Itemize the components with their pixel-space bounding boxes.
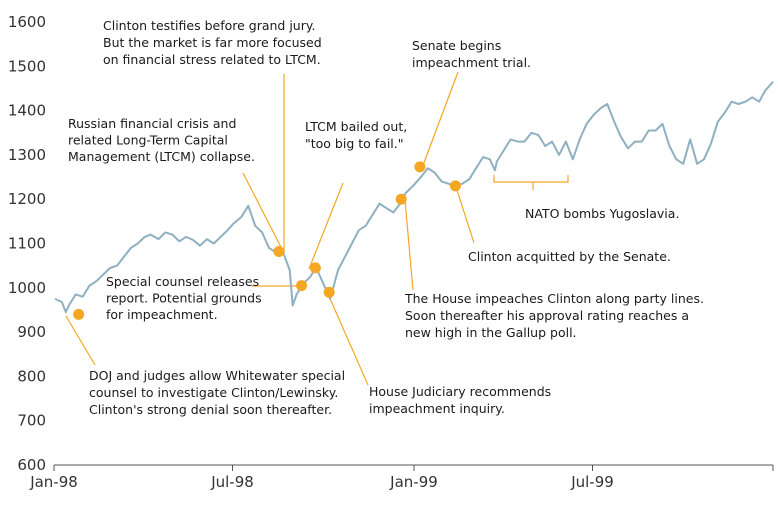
annotation-starr: Special counsel releases report. Potentia…	[106, 274, 262, 322]
y-tick-label: 1200	[8, 190, 46, 208]
event-marker	[449, 180, 461, 192]
annotation-line: report. Potential grounds	[106, 291, 262, 306]
event-marker	[323, 286, 335, 298]
y-tick-label: 1100	[8, 235, 46, 253]
leader-senate	[421, 71, 459, 169]
y-tick-label: 600	[17, 456, 46, 474]
annotation-line: impeachment trial.	[412, 55, 531, 70]
annotation-line: for impeachment.	[106, 307, 218, 322]
annotation-line: Soon thereafter his approval rating reac…	[405, 308, 689, 323]
annotation-line: Senate begins	[412, 38, 501, 53]
annotation-line: Clinton's strong denial soon thereafter.	[89, 402, 332, 417]
y-tick-label: 1300	[8, 146, 46, 164]
annotation-texts: DOJ and judges allow Whitewater special c…	[68, 18, 704, 417]
annotation-line: Clinton testifies before grand jury.	[103, 18, 315, 33]
annotation-nato: NATO bombs Yugoslavia.	[525, 206, 679, 221]
leader-doj	[65, 315, 96, 366]
y-tick-label: 700	[17, 412, 46, 430]
event-marker	[309, 262, 321, 274]
y-tick-labels: 600 700 800 900 1000 1100 1200 1300 1400 1500 1600	[8, 13, 46, 474]
annotation-line: But the market is far more focused	[103, 35, 322, 50]
x-tick-label: Jul-98	[210, 473, 254, 491]
annotation-line: Clinton acquitted by the Senate.	[468, 249, 671, 264]
x-tick-labels: Jan-98 Jul-98 Jan-99 Jul-99	[29, 465, 774, 491]
y-tick-label: 1600	[8, 13, 46, 31]
annotation-line: related Long-Term Capital	[68, 133, 228, 148]
annotation-acquit: Clinton acquitted by the Senate.	[468, 249, 671, 264]
annotation-leaders	[65, 71, 569, 386]
annotation-line: DOJ and judges allow Whitewater special	[89, 368, 345, 383]
annotation-line: impeachment inquiry.	[369, 401, 505, 416]
annotation-line: NATO bombs Yugoslavia.	[525, 206, 679, 221]
x-tick-label: Jul-99	[570, 473, 614, 491]
annotation-line: LTCM bailed out,	[305, 119, 407, 134]
annotation-line: new high in the Gallup poll.	[405, 325, 577, 340]
y-tick-label: 1400	[8, 102, 46, 120]
y-tick-label: 1500	[8, 57, 46, 75]
event-marker	[273, 245, 285, 257]
event-markers	[73, 161, 461, 320]
annotation-house: The House impeaches Clinton along party …	[404, 291, 704, 340]
annotation-line: Special counsel releases	[106, 274, 259, 289]
annotation-line: Management (LTCM) collapse.	[68, 149, 255, 164]
leader-judiciary	[327, 293, 369, 386]
leader-house	[404, 199, 414, 291]
annotation-line: Russian financial crisis and	[68, 116, 236, 131]
annotation-ltcm: LTCM bailed out, "too big to fail."	[305, 119, 407, 151]
annotation-line: House Judiciary recommends	[369, 384, 551, 399]
annotation-doj: DOJ and judges allow Whitewater special c…	[89, 368, 345, 417]
annotation-line: on financial stress related to LTCM.	[103, 52, 321, 67]
event-marker	[395, 193, 407, 205]
annotation-grandjury: Clinton testifies before grand jury. But …	[103, 18, 322, 67]
event-marker	[73, 308, 85, 320]
y-tick-label: 1000	[8, 279, 46, 297]
leader-russia	[242, 172, 285, 254]
x-tick-label: Jan-98	[29, 473, 78, 491]
x-tick-label: Jan-99	[389, 473, 438, 491]
annotation-line: "too big to fail."	[305, 136, 404, 151]
annotation-russia: Russian financial crisis and related Long…	[68, 116, 255, 164]
leader-acquit	[455, 186, 475, 244]
y-tick-label: 800	[17, 367, 46, 385]
annotation-line: counsel to investigate Clinton/Lewinsky.	[89, 385, 338, 400]
event-marker	[296, 280, 308, 292]
annotation-senate: Senate begins impeachment trial.	[412, 38, 531, 70]
event-marker	[414, 161, 426, 173]
leader-ltcm	[308, 182, 344, 270]
annotation-judiciary: House Judiciary recommends impeachment in…	[369, 384, 551, 416]
bracket-nato	[493, 175, 569, 183]
annotation-line: The House impeaches Clinton along party …	[404, 291, 704, 306]
y-tick-label: 900	[17, 323, 46, 341]
